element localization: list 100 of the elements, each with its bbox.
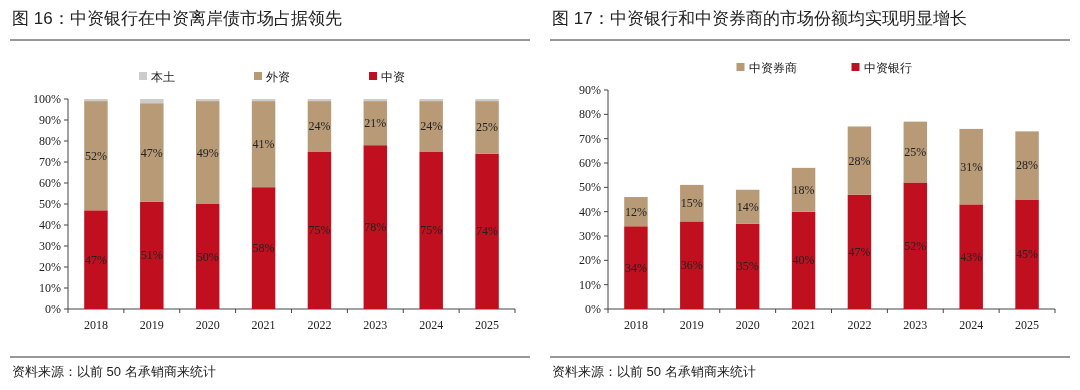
y-tick-label: 90% xyxy=(579,83,601,97)
data-label: 75% xyxy=(420,223,443,238)
data-label: 24% xyxy=(420,119,443,134)
y-tick-label: 60% xyxy=(39,176,61,190)
bar xyxy=(84,99,108,102)
y-tick-label: 20% xyxy=(579,253,601,268)
bar xyxy=(680,221,704,309)
legend-label: 中资银行 xyxy=(863,61,912,75)
data-label: 50% xyxy=(196,249,219,264)
bar xyxy=(307,99,332,102)
data-label: 52% xyxy=(904,238,927,253)
x-tick-label: 2022 xyxy=(307,318,332,332)
x-tick-label: 2022 xyxy=(847,318,872,332)
bar xyxy=(959,204,983,309)
bar xyxy=(195,204,220,309)
y-tick-label: 50% xyxy=(579,180,601,195)
y-tick-label: 80% xyxy=(39,134,61,148)
data-label: 25% xyxy=(904,145,927,160)
chart-title: 图 17：中资银行和中资券商的市场份额均实现明显增长 xyxy=(552,9,967,28)
y-tick-label: 10% xyxy=(579,277,601,292)
data-label: 51% xyxy=(140,248,163,263)
y-tick-label: 60% xyxy=(579,156,601,170)
data-label: 47% xyxy=(84,252,107,267)
bar xyxy=(251,101,276,188)
y-tick-label: 100% xyxy=(33,92,61,106)
x-tick-label: 2019 xyxy=(139,318,164,332)
legend-label: 中资券商 xyxy=(748,61,797,75)
y-tick-label: 0% xyxy=(585,302,601,316)
bar xyxy=(959,128,983,205)
bar xyxy=(475,153,499,309)
data-label: 35% xyxy=(736,259,759,274)
bar xyxy=(624,226,648,309)
bar xyxy=(307,151,332,309)
bar xyxy=(307,101,332,152)
x-tick-label: 2023 xyxy=(363,318,388,332)
bar xyxy=(84,101,108,211)
bar xyxy=(419,151,443,309)
bar xyxy=(475,99,499,102)
text: 资料来源：以前 50 名承销商来统计 xyxy=(12,364,216,379)
bar xyxy=(140,103,164,202)
data-label: 78% xyxy=(364,220,387,235)
bar xyxy=(84,210,108,309)
y-tick-label: 80% xyxy=(579,107,601,122)
x-tick-label: 2023 xyxy=(903,318,928,332)
x-tick-label: 2024 xyxy=(419,318,444,332)
bar xyxy=(475,101,499,154)
data-label: 21% xyxy=(364,116,387,131)
bar xyxy=(363,99,388,102)
data-label: 31% xyxy=(960,159,983,174)
y-tick-label: 30% xyxy=(39,239,61,253)
data-label: 34% xyxy=(624,260,647,275)
x-tick-label: 2020 xyxy=(735,318,760,332)
data-label: 43% xyxy=(960,249,983,264)
data-label: 40% xyxy=(792,253,815,268)
data-label: 15% xyxy=(680,196,703,211)
x-tick-label: 2025 xyxy=(475,318,500,332)
bar xyxy=(140,201,164,309)
bar xyxy=(195,101,220,204)
bar xyxy=(363,145,388,309)
bar xyxy=(195,99,220,102)
data-label: 52% xyxy=(84,148,107,163)
y-tick-label: 50% xyxy=(39,197,61,211)
data-label: 28% xyxy=(1016,158,1039,173)
data-label: 18% xyxy=(792,182,815,197)
bar xyxy=(419,101,443,152)
data-label: 41% xyxy=(252,137,275,152)
bar xyxy=(791,211,816,309)
data-label: 24% xyxy=(308,119,331,134)
y-tick-label: 70% xyxy=(39,155,61,169)
bar xyxy=(847,126,872,195)
bar xyxy=(1015,199,1039,309)
y-tick-label: 0% xyxy=(45,302,61,316)
y-tick-label: 30% xyxy=(579,229,601,243)
bar xyxy=(419,99,443,102)
bar xyxy=(251,99,276,102)
data-label: 45% xyxy=(1016,247,1039,262)
bar xyxy=(903,182,928,309)
data-label: 25% xyxy=(476,120,499,135)
data-label: 47% xyxy=(140,145,163,160)
x-tick-label: 2025 xyxy=(1015,318,1040,332)
y-tick-label: 90% xyxy=(39,113,61,127)
bar xyxy=(735,223,760,309)
bar xyxy=(140,99,164,104)
bar xyxy=(1015,131,1039,200)
bar xyxy=(847,194,872,309)
data-label: 75% xyxy=(308,223,331,238)
y-tick-label: 40% xyxy=(39,218,61,232)
x-tick-label: 2021 xyxy=(791,318,816,332)
legend-label: 本土 xyxy=(151,70,175,84)
x-tick-label: 2021 xyxy=(251,318,276,332)
legend-label: 外资 xyxy=(266,70,290,84)
chart-title: 图 16：中资银行在中资离岸债市场占据领先 xyxy=(12,9,342,28)
text: 资料来源：以前 50 名承销商来统计 xyxy=(552,364,756,379)
x-tick-label: 2020 xyxy=(195,318,220,332)
x-tick-label: 2019 xyxy=(679,318,704,332)
y-tick-label: 10% xyxy=(39,281,61,295)
x-tick-label: 2018 xyxy=(623,318,648,332)
data-label: 47% xyxy=(848,244,871,259)
data-label: 74% xyxy=(476,224,499,239)
y-tick-label: 20% xyxy=(39,260,61,274)
